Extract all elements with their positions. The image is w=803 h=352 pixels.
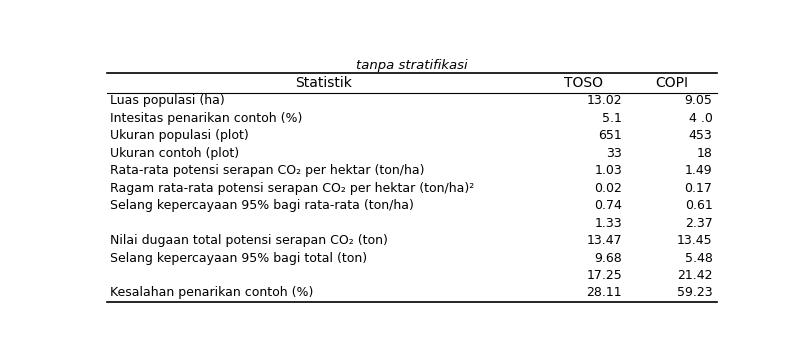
Text: Luas populasi (ha): Luas populasi (ha) [110, 94, 224, 107]
Text: 9.05: 9.05 [683, 94, 711, 107]
Text: 5.1: 5.1 [601, 112, 622, 125]
Text: 5.48: 5.48 [683, 252, 711, 264]
Text: Kesalahan penarikan contoh (%): Kesalahan penarikan contoh (%) [110, 287, 313, 300]
Text: Ukuran contoh (plot): Ukuran contoh (plot) [110, 147, 238, 160]
Text: tanpa stratifikasi: tanpa stratifikasi [356, 59, 467, 72]
Text: Ragam rata-rata potensi serapan CO₂ per hektar (ton/ha)²: Ragam rata-rata potensi serapan CO₂ per … [110, 182, 474, 195]
Text: 18: 18 [695, 147, 711, 160]
Text: 9.68: 9.68 [593, 252, 622, 264]
Text: Nilai dugaan total potensi serapan CO₂ (ton): Nilai dugaan total potensi serapan CO₂ (… [110, 234, 387, 247]
Text: Selang kepercayaan 95% bagi rata-rata (ton/ha): Selang kepercayaan 95% bagi rata-rata (t… [110, 199, 414, 212]
Text: 21.42: 21.42 [676, 269, 711, 282]
Text: 651: 651 [597, 129, 622, 142]
Text: 2.37: 2.37 [684, 216, 711, 230]
Text: 17.25: 17.25 [585, 269, 622, 282]
Text: 0.17: 0.17 [683, 182, 711, 195]
Text: 28.11: 28.11 [585, 287, 622, 300]
Text: 33: 33 [605, 147, 622, 160]
Text: 0.74: 0.74 [593, 199, 622, 212]
Text: 0.61: 0.61 [684, 199, 711, 212]
Text: 0.02: 0.02 [593, 182, 622, 195]
Text: Statistik: Statistik [295, 76, 351, 90]
Text: COPI: COPI [655, 76, 688, 90]
Text: Selang kepercayaan 95% bagi total (ton): Selang kepercayaan 95% bagi total (ton) [110, 252, 366, 264]
Text: Rata-rata potensi serapan CO₂ per hektar (ton/ha): Rata-rata potensi serapan CO₂ per hektar… [110, 164, 424, 177]
Text: 59.23: 59.23 [676, 287, 711, 300]
Text: 1.33: 1.33 [593, 216, 622, 230]
Text: Intesitas penarikan contoh (%): Intesitas penarikan contoh (%) [110, 112, 302, 125]
Text: TOSO: TOSO [563, 76, 602, 90]
Text: 13.02: 13.02 [585, 94, 622, 107]
Text: 453: 453 [688, 129, 711, 142]
Text: 1.03: 1.03 [593, 164, 622, 177]
Text: 4 .0: 4 .0 [687, 112, 711, 125]
Text: 13.45: 13.45 [676, 234, 711, 247]
Text: 13.47: 13.47 [585, 234, 622, 247]
Text: Ukuran populasi (plot): Ukuran populasi (plot) [110, 129, 248, 142]
Text: 1.49: 1.49 [684, 164, 711, 177]
